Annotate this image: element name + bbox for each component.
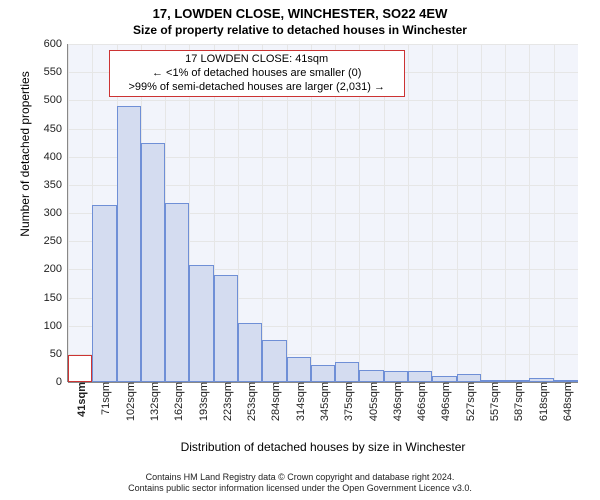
bar xyxy=(335,362,359,382)
gridline-v xyxy=(481,44,482,382)
bar xyxy=(141,143,165,382)
annotation-line-3: >99% of semi-detached houses are larger … xyxy=(114,81,400,95)
y-tick-label: 400 xyxy=(44,151,68,163)
annotation-line-1: 17 LOWDEN CLOSE: 41sqm xyxy=(114,53,400,67)
gridline-h xyxy=(68,100,578,101)
x-tick-label: 102sqm xyxy=(121,382,137,421)
annotation-line-2: ← <1% of detached houses are smaller (0) xyxy=(114,67,400,81)
x-tick-label: 618sqm xyxy=(534,382,550,421)
x-tick-label: 314sqm xyxy=(291,382,307,421)
footer-attribution: Contains HM Land Registry data © Crown c… xyxy=(0,472,600,494)
chart-supertitle: 17, LOWDEN CLOSE, WINCHESTER, SO22 4EW xyxy=(0,6,600,21)
y-tick-label: 150 xyxy=(44,292,68,304)
gridline-v xyxy=(432,44,433,382)
bar xyxy=(238,323,262,382)
y-tick-label: 200 xyxy=(44,263,68,275)
bar xyxy=(311,365,335,382)
bar xyxy=(189,265,213,382)
x-tick-label: 345sqm xyxy=(315,382,331,421)
x-tick-label: 648sqm xyxy=(558,382,574,421)
annotation-box: 17 LOWDEN CLOSE: 41sqm ← <1% of detached… xyxy=(109,50,405,97)
gridline-v xyxy=(505,44,506,382)
bar xyxy=(408,371,432,382)
y-tick-label: 50 xyxy=(50,348,68,360)
bar xyxy=(214,275,238,382)
gridline-v xyxy=(529,44,530,382)
y-axis-title: Number of detached properties xyxy=(18,0,32,323)
plot-area: 050100150200250300350400450500550600 41s… xyxy=(68,44,578,382)
footer-line-2: Contains public sector information licen… xyxy=(0,483,600,494)
x-tick-label: 557sqm xyxy=(485,382,501,421)
x-tick-label: 71sqm xyxy=(96,382,112,415)
bar xyxy=(287,357,311,382)
gridline-h xyxy=(68,129,578,130)
x-tick-label: 223sqm xyxy=(218,382,234,421)
gridline-v xyxy=(554,44,555,382)
bar xyxy=(92,205,116,382)
y-tick-label: 600 xyxy=(44,38,68,50)
bar-highlight xyxy=(68,355,92,382)
gridline-v xyxy=(68,44,69,382)
x-tick-label: 436sqm xyxy=(388,382,404,421)
x-tick-label: 527sqm xyxy=(461,382,477,421)
gridline-h xyxy=(68,44,578,45)
x-tick-label: 253sqm xyxy=(242,382,258,421)
x-tick-label: 193sqm xyxy=(194,382,210,421)
bar xyxy=(117,106,141,382)
y-tick-label: 500 xyxy=(44,94,68,106)
bar xyxy=(262,340,286,382)
gridline-v xyxy=(408,44,409,382)
y-tick-label: 250 xyxy=(44,235,68,247)
chart-container: 17, LOWDEN CLOSE, WINCHESTER, SO22 4EW S… xyxy=(0,0,600,500)
x-tick-label: 375sqm xyxy=(339,382,355,421)
x-tick-label: 466sqm xyxy=(412,382,428,421)
x-tick-label: 162sqm xyxy=(169,382,185,421)
x-axis-title: Distribution of detached houses by size … xyxy=(68,440,578,454)
y-tick-label: 0 xyxy=(56,376,68,388)
footer-line-1: Contains HM Land Registry data © Crown c… xyxy=(0,472,600,483)
bar xyxy=(384,371,408,382)
x-tick-label: 496sqm xyxy=(436,382,452,421)
y-tick-label: 300 xyxy=(44,207,68,219)
x-tick-label: 587sqm xyxy=(509,382,525,421)
bar xyxy=(359,370,383,382)
x-tick-label: 405sqm xyxy=(364,382,380,421)
x-tick-label: 284sqm xyxy=(266,382,282,421)
y-tick-label: 100 xyxy=(44,320,68,332)
y-tick-label: 450 xyxy=(44,123,68,135)
y-tick-label: 350 xyxy=(44,179,68,191)
gridline-v xyxy=(457,44,458,382)
chart-title: Size of property relative to detached ho… xyxy=(0,23,600,37)
bar xyxy=(165,203,189,382)
x-tick-label: 41sqm xyxy=(72,382,88,417)
y-tick-label: 550 xyxy=(44,66,68,78)
bar xyxy=(457,374,481,382)
x-tick-label: 132sqm xyxy=(145,382,161,421)
